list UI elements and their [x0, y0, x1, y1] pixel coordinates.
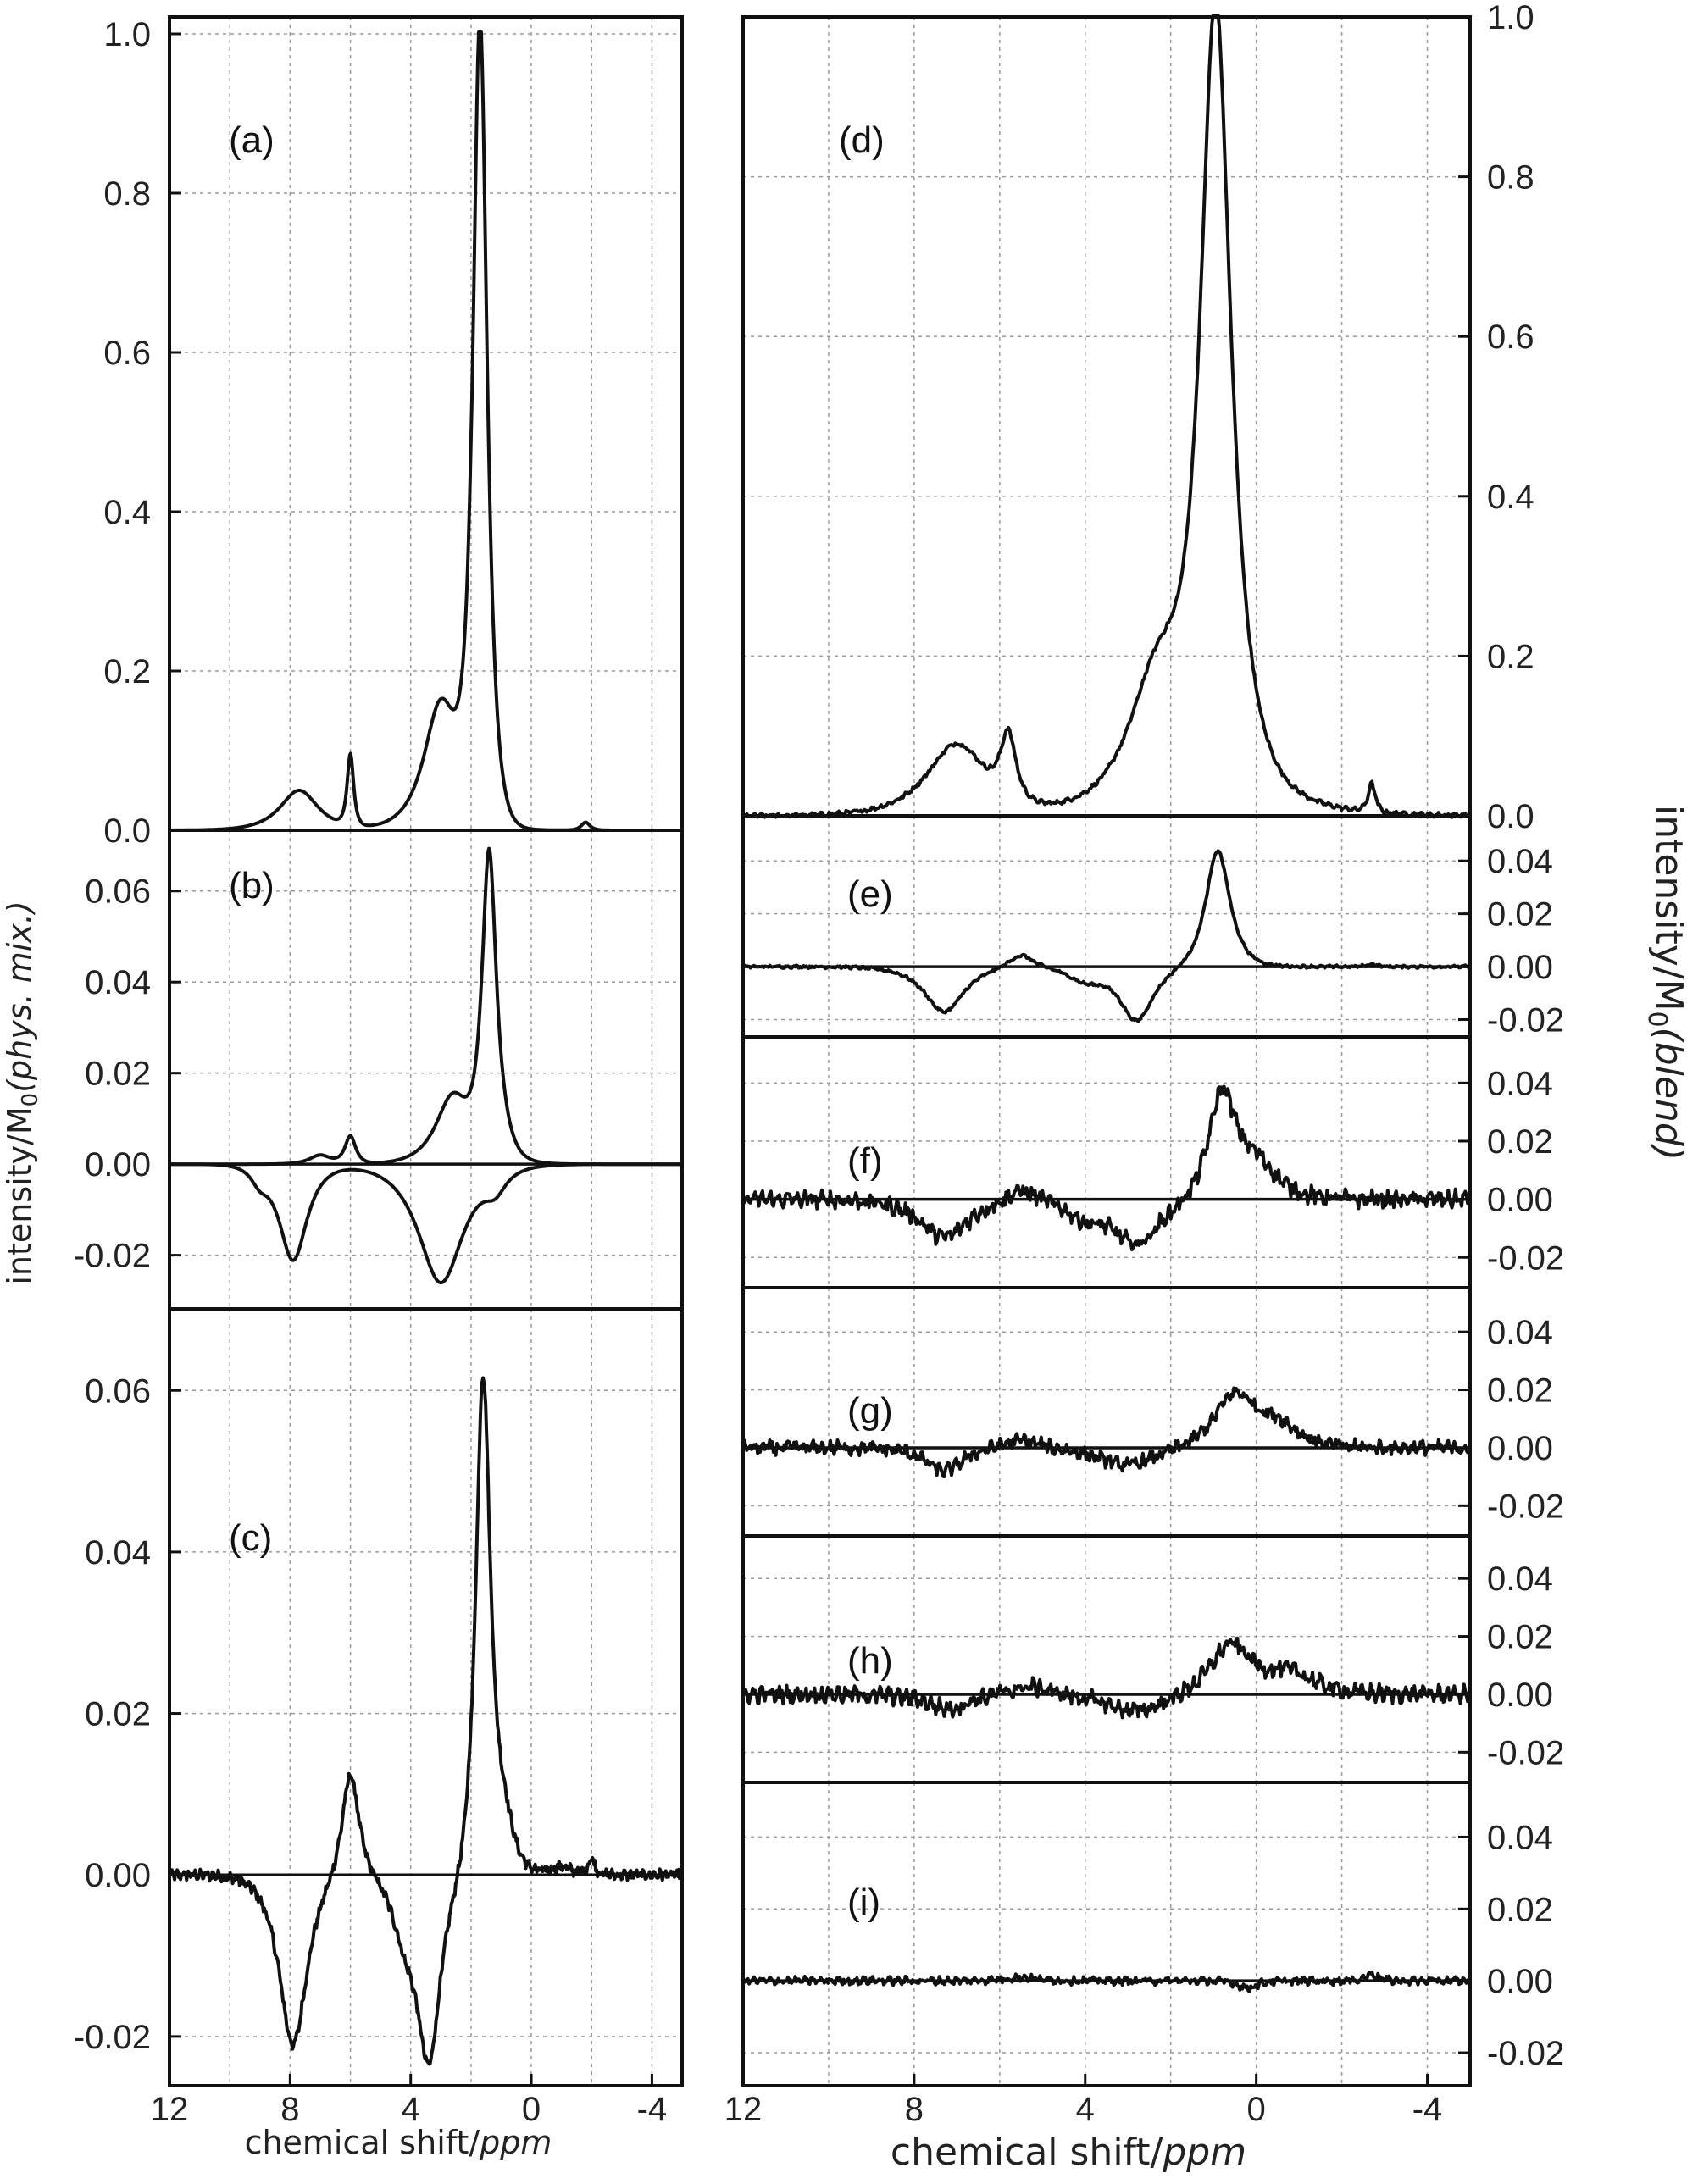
y-tick-label: -0.02: [1487, 1734, 1564, 1771]
y-tick-label: 0.4: [1487, 479, 1534, 516]
panel-h: -0.02 0.00 0.02 0.04 (h): [741, 1534, 1564, 1784]
panels: 0.00.20.40.60.81.0(a)-0.020.000.020.040.…: [74, 0, 1564, 2128]
left-y-axis-title-suffix: (phys. mix.): [1, 901, 38, 1092]
y-tick-label: -0.02: [1487, 1239, 1564, 1277]
series-line-b-2: [168, 1162, 684, 1285]
panel-label-e: (e): [847, 873, 893, 915]
series-line-i-1: [741, 1971, 1472, 1993]
series-line-c-1: [168, 1376, 684, 2066]
y-tick-label: 0.0: [1487, 798, 1534, 835]
y-tick-label: -0.02: [74, 2019, 151, 2056]
y-tick-label: 1.0: [103, 16, 151, 53]
right-x-axis-title-unit: ppm: [1162, 2131, 1246, 2174]
y-tick-label: 0.00: [1487, 1677, 1553, 1714]
y-tick-label: 0.2: [103, 653, 151, 690]
y-tick-label: -0.02: [1487, 2035, 1564, 2072]
y-tick-label: 0.04: [1487, 843, 1553, 880]
panel-label-d: (d): [839, 119, 885, 161]
y-tick-label: 0.02: [1487, 1619, 1553, 1656]
y-tick-label: 0.00: [1487, 1182, 1553, 1219]
x-tick-label: 4: [402, 2091, 420, 2128]
panel-f: -0.02 0.00 0.02 0.04 (f): [741, 1035, 1564, 1289]
panel-c: -0.02 0.00 0.02 0.04 0.06 (c): [74, 1307, 684, 2087]
panel-i: -0.02 0.00 0.02 0.04 (i): [741, 1781, 1564, 2087]
x-tick-label: 12: [151, 2091, 189, 2128]
series-line-d-1: [741, 14, 1472, 819]
y-tick-label: 0.02: [1487, 1123, 1553, 1161]
x-tick-label: 8: [905, 2091, 924, 2128]
y-tick-label: 0.06: [85, 873, 151, 911]
y-tick-label: 0.00: [1487, 1963, 1553, 2000]
y-tick-label: 0.0: [103, 812, 151, 850]
panel-label-b: (b): [229, 865, 275, 906]
panel-label-f: (f): [847, 1140, 883, 1182]
y-tick-label: 0.00: [1487, 949, 1553, 986]
plot-frame: [741, 814, 1472, 1039]
x-tick-label: 4: [1076, 2091, 1095, 2128]
panel-d: 0.0 0.2 0.4 0.6 0.8 1.0 (d): [741, 0, 1534, 835]
y-tick-label: 0.02: [85, 1696, 151, 1733]
y-tick-label: 0.4: [103, 494, 151, 531]
plot-frame: [168, 1307, 684, 2087]
right-y-axis-title-suffix: (blend): [1647, 1028, 1687, 1161]
y-tick-label: 0.06: [85, 1372, 151, 1410]
series-line-g-1: [741, 1386, 1472, 1478]
right-x-axis-title-main: chemical shift/: [891, 2131, 1163, 2174]
series-line-f-1: [741, 1084, 1472, 1251]
x-tick-label: 0: [1247, 2091, 1266, 2128]
panel-label-c: (c): [229, 1517, 272, 1559]
left-y-axis-title: intensity/M0(phys. mix.): [1, 901, 43, 1284]
y-tick-label: 0.8: [103, 175, 151, 213]
y-tick-label: -0.02: [74, 1238, 151, 1275]
panel-b: -0.02 0.00 0.02 0.04 0.06 (b): [74, 829, 684, 1311]
y-tick-label: 0.2: [1487, 638, 1534, 675]
panel-label-i: (i): [847, 1882, 880, 1923]
series-line-h-1: [741, 1636, 1472, 1720]
y-tick-label: 0.00: [85, 1857, 151, 1894]
left-x-axis-title-unit: ppm: [479, 2124, 552, 2161]
x-tick-label: 12: [724, 2091, 763, 2128]
panel-label-a: (a): [229, 119, 275, 161]
plot-frame: [741, 1781, 1472, 2087]
x-tick-label: -4: [1412, 2091, 1443, 2128]
panel-e: -0.02 0.00 0.02 0.04 (e): [741, 814, 1564, 1039]
left-x-axis-title: chemical shift/ppm: [245, 2124, 552, 2161]
y-tick-label: 0.02: [1487, 1372, 1553, 1410]
y-tick-label: 0.6: [103, 335, 151, 372]
y-tick-label: 0.04: [1487, 1819, 1553, 1856]
panel-label-h: (h): [847, 1640, 893, 1682]
x-tick-label: -4: [637, 2091, 668, 2128]
y-tick-label: 0.00: [1487, 1430, 1553, 1467]
right-x-axis-title: chemical shift/ppm: [891, 2131, 1246, 2174]
y-tick-label: 0.02: [85, 1056, 151, 1093]
left-x-axis-title-main: chemical shift/: [245, 2124, 480, 2161]
y-tick-label: 1.0: [1487, 0, 1534, 36]
y-tick-label: 0.04: [1487, 1314, 1553, 1351]
panel-a: 0.0 0.2 0.4 0.6 0.8 1.0 (a): [103, 15, 684, 850]
right-y-axis-title-sub: 0: [1642, 1012, 1672, 1028]
y-tick-label: -0.02: [1487, 1488, 1564, 1525]
series-line-e-1: [741, 849, 1472, 1023]
y-tick-label: -0.02: [1487, 1002, 1564, 1039]
y-tick-label: 0.02: [1487, 1891, 1553, 1928]
y-tick-label: 0.00: [85, 1146, 151, 1183]
y-tick-label: 0.04: [85, 1534, 151, 1571]
right-y-axis-title: intensity/M0(blend): [1642, 805, 1687, 1161]
left-y-axis-title-sub: 0: [18, 1093, 43, 1107]
y-tick-label: 0.04: [1487, 1560, 1553, 1598]
y-tick-label: 0.8: [1487, 159, 1534, 197]
left-y-axis-title-main: intensity/M: [1, 1106, 38, 1284]
y-tick-label: 0.04: [85, 964, 151, 1001]
right-y-axis-title-main: intensity/M: [1647, 805, 1687, 1012]
x-tick-label: 0: [522, 2091, 541, 2128]
y-tick-label: 0.04: [1487, 1065, 1553, 1102]
x-tick-label: 8: [280, 2091, 299, 2128]
y-tick-label: 0.02: [1487, 896, 1553, 934]
panel-label-g: (g): [847, 1390, 893, 1432]
y-tick-label: 0.6: [1487, 319, 1534, 356]
panel-g: -0.02 0.00 0.02 0.04 (g): [741, 1286, 1564, 1538]
